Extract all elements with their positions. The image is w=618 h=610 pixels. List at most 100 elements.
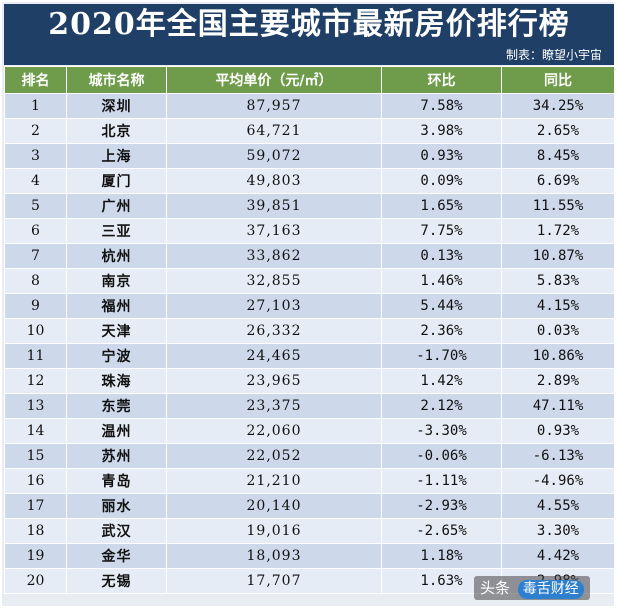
table-row: 1 深圳 87,957 7.58% 34.25%: [4, 93, 615, 119]
table-row: 16 青岛 21,210 -1.11% -4.96%: [4, 468, 615, 494]
price-cell: 23,375: [166, 393, 382, 419]
table-row: 11 宁波 24,465 -1.70% 10.86%: [4, 343, 615, 369]
rank-cell: 2: [4, 118, 67, 144]
yoy-cell: 4.42%: [501, 543, 615, 569]
title-bar: 2020年全国主要城市最新房价排行榜: [4, 4, 614, 46]
city-cell: 南京: [66, 268, 167, 294]
mom-cell: -1.11%: [381, 468, 502, 494]
rank-cell: 13: [4, 393, 67, 419]
city-cell: 三亚: [66, 218, 167, 244]
mom-cell: -2.93%: [381, 493, 502, 519]
credit-label: 制表：瞭望小宇宙: [505, 48, 602, 62]
yoy-cell: 6.69%: [501, 168, 615, 194]
price-cell: 64,721: [166, 118, 382, 144]
city-cell: 无锡: [66, 568, 167, 594]
yoy-cell: 10.87%: [501, 243, 615, 269]
yoy-cell: 34.25%: [501, 93, 615, 119]
yoy-cell: 4.15%: [501, 293, 615, 319]
table-row: 4 厦门 49,803 0.09% 6.69%: [4, 168, 615, 194]
price-cell: 21,210: [166, 468, 382, 494]
table-row: 13 东莞 23,375 2.12% 47.11%: [4, 393, 615, 419]
price-cell: 32,855: [166, 268, 382, 294]
rank-cell: 11: [4, 343, 67, 369]
price-cell: 24,465: [166, 343, 382, 369]
yoy-cell: 10.86%: [501, 343, 615, 369]
mom-cell: 1.42%: [381, 368, 502, 394]
price-cell: 19,016: [166, 518, 382, 544]
mom-cell: 2.12%: [381, 393, 502, 419]
table-row: 9 福州 27,103 5.44% 4.15%: [4, 293, 615, 319]
price-cell: 20,140: [166, 493, 382, 519]
price-cell: 17,707: [166, 568, 382, 594]
mom-cell: 3.98%: [381, 118, 502, 144]
credit-bar: 制表：瞭望小宇宙: [4, 46, 614, 65]
watermark: 头条 毒舌财经: [474, 576, 590, 600]
city-cell: 温州: [66, 418, 167, 444]
yoy-cell: 2.89%: [501, 368, 615, 394]
rank-cell: 9: [4, 293, 67, 319]
table-body: 1 深圳 87,957 7.58% 34.25% 2 北京 64,721 3.98% 2.65% 3…: [4, 93, 615, 594]
table-row: 8 南京 32,855 1.46% 5.83%: [4, 268, 615, 294]
mom-cell: 1.65%: [381, 193, 502, 219]
city-cell: 东莞: [66, 393, 167, 419]
yoy-cell: 47.11%: [501, 393, 615, 419]
city-cell: 杭州: [66, 243, 167, 269]
city-cell: 天津: [66, 318, 167, 344]
price-cell: 87,957: [166, 93, 382, 119]
yoy-cell: 5.83%: [501, 268, 615, 294]
city-cell: 宁波: [66, 343, 167, 369]
city-cell: 北京: [66, 118, 167, 144]
city-cell: 苏州: [66, 443, 167, 469]
table-row: 10 天津 26,332 2.36% 0.03%: [4, 318, 615, 344]
city-cell: 福州: [66, 293, 167, 319]
rank-cell: 19: [4, 543, 67, 569]
yoy-cell: 0.93%: [501, 418, 615, 444]
mom-cell: 1.18%: [381, 543, 502, 569]
city-cell: 厦门: [66, 168, 167, 194]
mom-cell: 7.75%: [381, 218, 502, 244]
watermark-right: 毒舌财经: [517, 580, 584, 599]
header-price: 平均单价（元/㎡）: [166, 66, 382, 94]
rank-cell: 12: [4, 368, 67, 394]
price-cell: 18,093: [166, 543, 382, 569]
table-row: 5 广州 39,851 1.65% 11.55%: [4, 193, 615, 219]
yoy-cell: 2.65%: [501, 118, 615, 144]
table-row: 17 丽水 20,140 -2.93% 4.55%: [4, 493, 615, 519]
city-cell: 武汉: [66, 518, 167, 544]
mom-cell: 0.09%: [381, 168, 502, 194]
city-cell: 广州: [66, 193, 167, 219]
table-row: 18 武汉 19,016 -2.65% 3.30%: [4, 518, 615, 544]
price-cell: 22,060: [166, 418, 382, 444]
rank-cell: 15: [4, 443, 67, 469]
mom-cell: -1.70%: [381, 343, 502, 369]
table-row: 7 杭州 33,862 0.13% 10.87%: [4, 243, 615, 269]
rank-cell: 20: [4, 568, 67, 594]
ranking-table: 排名 城市名称 平均单价（元/㎡） 环比 同比 1 深圳 87,957 7.58% 34…: [4, 66, 615, 594]
rank-cell: 17: [4, 493, 67, 519]
header-rank: 排名: [4, 66, 67, 94]
watermark-left: 头条: [480, 579, 511, 597]
table-row: 14 温州 22,060 -3.30% 0.93%: [4, 418, 615, 444]
table-row: 15 苏州 22,052 -0.06% -6.13%: [4, 443, 615, 469]
rank-cell: 3: [4, 143, 67, 169]
price-cell: 22,052: [166, 443, 382, 469]
city-cell: 青岛: [66, 468, 167, 494]
price-cell: 23,965: [166, 368, 382, 394]
mom-cell: 5.44%: [381, 293, 502, 319]
mom-cell: 7.58%: [381, 93, 502, 119]
price-cell: 59,072: [166, 143, 382, 169]
rank-cell: 4: [4, 168, 67, 194]
mom-cell: -0.06%: [381, 443, 502, 469]
yoy-cell: 3.30%: [501, 518, 615, 544]
yoy-cell: -4.96%: [501, 468, 615, 494]
table-row: 19 金华 18,093 1.18% 4.42%: [4, 543, 615, 569]
price-cell: 27,103: [166, 293, 382, 319]
mom-cell: 1.46%: [381, 268, 502, 294]
yoy-cell: -6.13%: [501, 443, 615, 469]
yoy-cell: 1.72%: [501, 218, 615, 244]
mom-cell: 0.13%: [381, 243, 502, 269]
table-row: 12 珠海 23,965 1.42% 2.89%: [4, 368, 615, 394]
table-row: 3 上海 59,072 0.93% 8.45%: [4, 143, 615, 169]
city-cell: 深圳: [66, 93, 167, 119]
table-row: 2 北京 64,721 3.98% 2.65%: [4, 118, 615, 144]
